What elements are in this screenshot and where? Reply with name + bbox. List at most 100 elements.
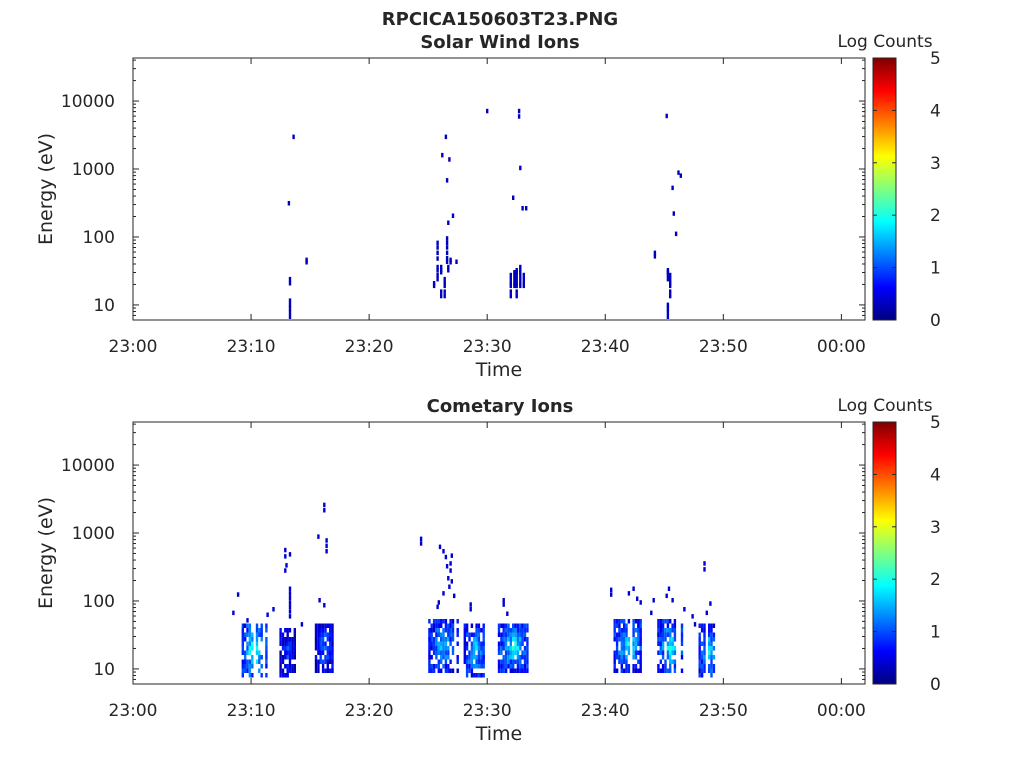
heatmap-cell <box>428 668 431 673</box>
heatmap-cell <box>465 628 469 633</box>
heatmap-cell <box>279 659 282 664</box>
heatmap-cell <box>502 641 505 646</box>
heatmap-cell <box>523 632 527 637</box>
heatmap-cell <box>279 632 282 637</box>
heatmap-cell <box>515 289 518 294</box>
heatmap-cell <box>639 659 642 664</box>
heatmap-cell <box>293 664 296 669</box>
heatmap-cell <box>615 619 619 624</box>
heatmap-cell <box>516 664 520 669</box>
heatmap-cell <box>657 628 660 633</box>
heatmap-cell <box>441 152 444 158</box>
heatmap-cell <box>515 281 518 286</box>
heatmap-cell <box>260 623 263 628</box>
heatmap-cell <box>703 641 706 646</box>
heatmap-cell <box>470 623 474 628</box>
heatmap-cell <box>284 646 287 651</box>
heatmap-cell <box>314 632 318 637</box>
heatmap-cell <box>442 641 445 646</box>
heatmap-cell <box>331 641 334 646</box>
heatmap-cell <box>519 628 522 633</box>
heatmap-cell <box>430 632 433 637</box>
heatmap-cell <box>324 623 327 628</box>
heatmap-cell <box>244 650 247 655</box>
heatmap-cell <box>519 276 522 282</box>
heatmap-cell <box>258 659 261 664</box>
heatmap-cell <box>288 646 292 651</box>
heatmap-cell <box>285 563 288 568</box>
heatmap-cell <box>637 632 640 637</box>
heatmap-cell <box>286 646 289 651</box>
heatmap-cell <box>502 646 505 651</box>
heatmap-cell <box>236 592 240 597</box>
heatmap-cell <box>246 618 249 623</box>
heatmap-cell <box>246 668 249 673</box>
heatmap-cell <box>710 659 713 664</box>
heatmap-cell <box>610 592 613 597</box>
heatmap-cell <box>326 668 329 673</box>
heatmap-cell <box>447 637 450 642</box>
heatmap-cell <box>468 664 471 669</box>
heatmap-cell <box>443 293 446 299</box>
heatmap-cell <box>504 641 508 646</box>
heatmap-cell <box>241 668 244 673</box>
heatmap-cell <box>241 641 244 646</box>
heatmap-cell <box>428 628 431 633</box>
heatmap-cell <box>444 134 448 140</box>
heatmap-cell <box>507 650 510 655</box>
heatmap-cell <box>512 195 515 200</box>
plot-frame <box>132 57 866 321</box>
heatmap-cell <box>523 637 527 642</box>
heatmap-cells <box>232 502 716 678</box>
heatmap-cell <box>447 668 450 673</box>
heatmap-cell <box>480 673 483 678</box>
heatmap-cell <box>666 655 670 660</box>
heatmap-cell <box>248 641 252 646</box>
heatmap-cell <box>465 632 469 637</box>
heatmap-cell <box>661 655 665 660</box>
heatmap-cell <box>470 646 474 651</box>
heatmap-cell <box>451 619 455 624</box>
heatmap-cell <box>639 600 642 605</box>
heatmap-cell <box>468 650 471 655</box>
heatmap-cell <box>321 632 325 637</box>
heatmap-cell <box>708 637 711 642</box>
heatmap-cell <box>512 650 515 655</box>
heatmap-cell <box>482 623 485 628</box>
heatmap-cell <box>468 668 471 673</box>
heatmap-cell <box>430 623 433 628</box>
heatmap-cell <box>319 641 322 646</box>
heatmap-cell <box>519 165 522 171</box>
heatmap-cell <box>673 664 677 669</box>
heatmap-cell <box>244 668 247 673</box>
heatmap-cell <box>449 260 452 265</box>
heatmap-cell <box>666 310 670 315</box>
heatmap-cell <box>317 650 320 655</box>
heatmap-cell <box>627 591 631 596</box>
heatmap-cell <box>504 646 508 651</box>
heatmap-cell <box>440 268 443 273</box>
heatmap-cell <box>288 614 292 619</box>
heatmap-cell <box>329 623 332 628</box>
heatmap-cell <box>669 637 672 642</box>
heatmap-cell <box>526 628 529 633</box>
heatmap-cell <box>244 632 247 637</box>
heatmap-cell <box>482 650 485 655</box>
x-tick-label: 00:00 <box>817 337 866 357</box>
heatmap-cell <box>477 673 481 678</box>
heatmap-cell <box>669 650 672 655</box>
heatmap-cell <box>666 668 670 673</box>
heatmap-cell <box>255 637 259 642</box>
heatmap-cell <box>435 641 438 646</box>
heatmap-cell <box>292 134 295 140</box>
heatmap-cell <box>680 628 684 633</box>
heatmap-cell <box>661 632 665 637</box>
heatmap-cell <box>669 283 672 289</box>
heatmap-cell <box>317 664 320 669</box>
heatmap-cell <box>477 641 481 646</box>
heatmap-cell <box>284 628 287 633</box>
heatmap-cell <box>451 646 455 651</box>
heatmap-cell <box>683 607 686 612</box>
heatmap-cell <box>514 641 517 646</box>
heatmap-cell <box>669 664 672 669</box>
